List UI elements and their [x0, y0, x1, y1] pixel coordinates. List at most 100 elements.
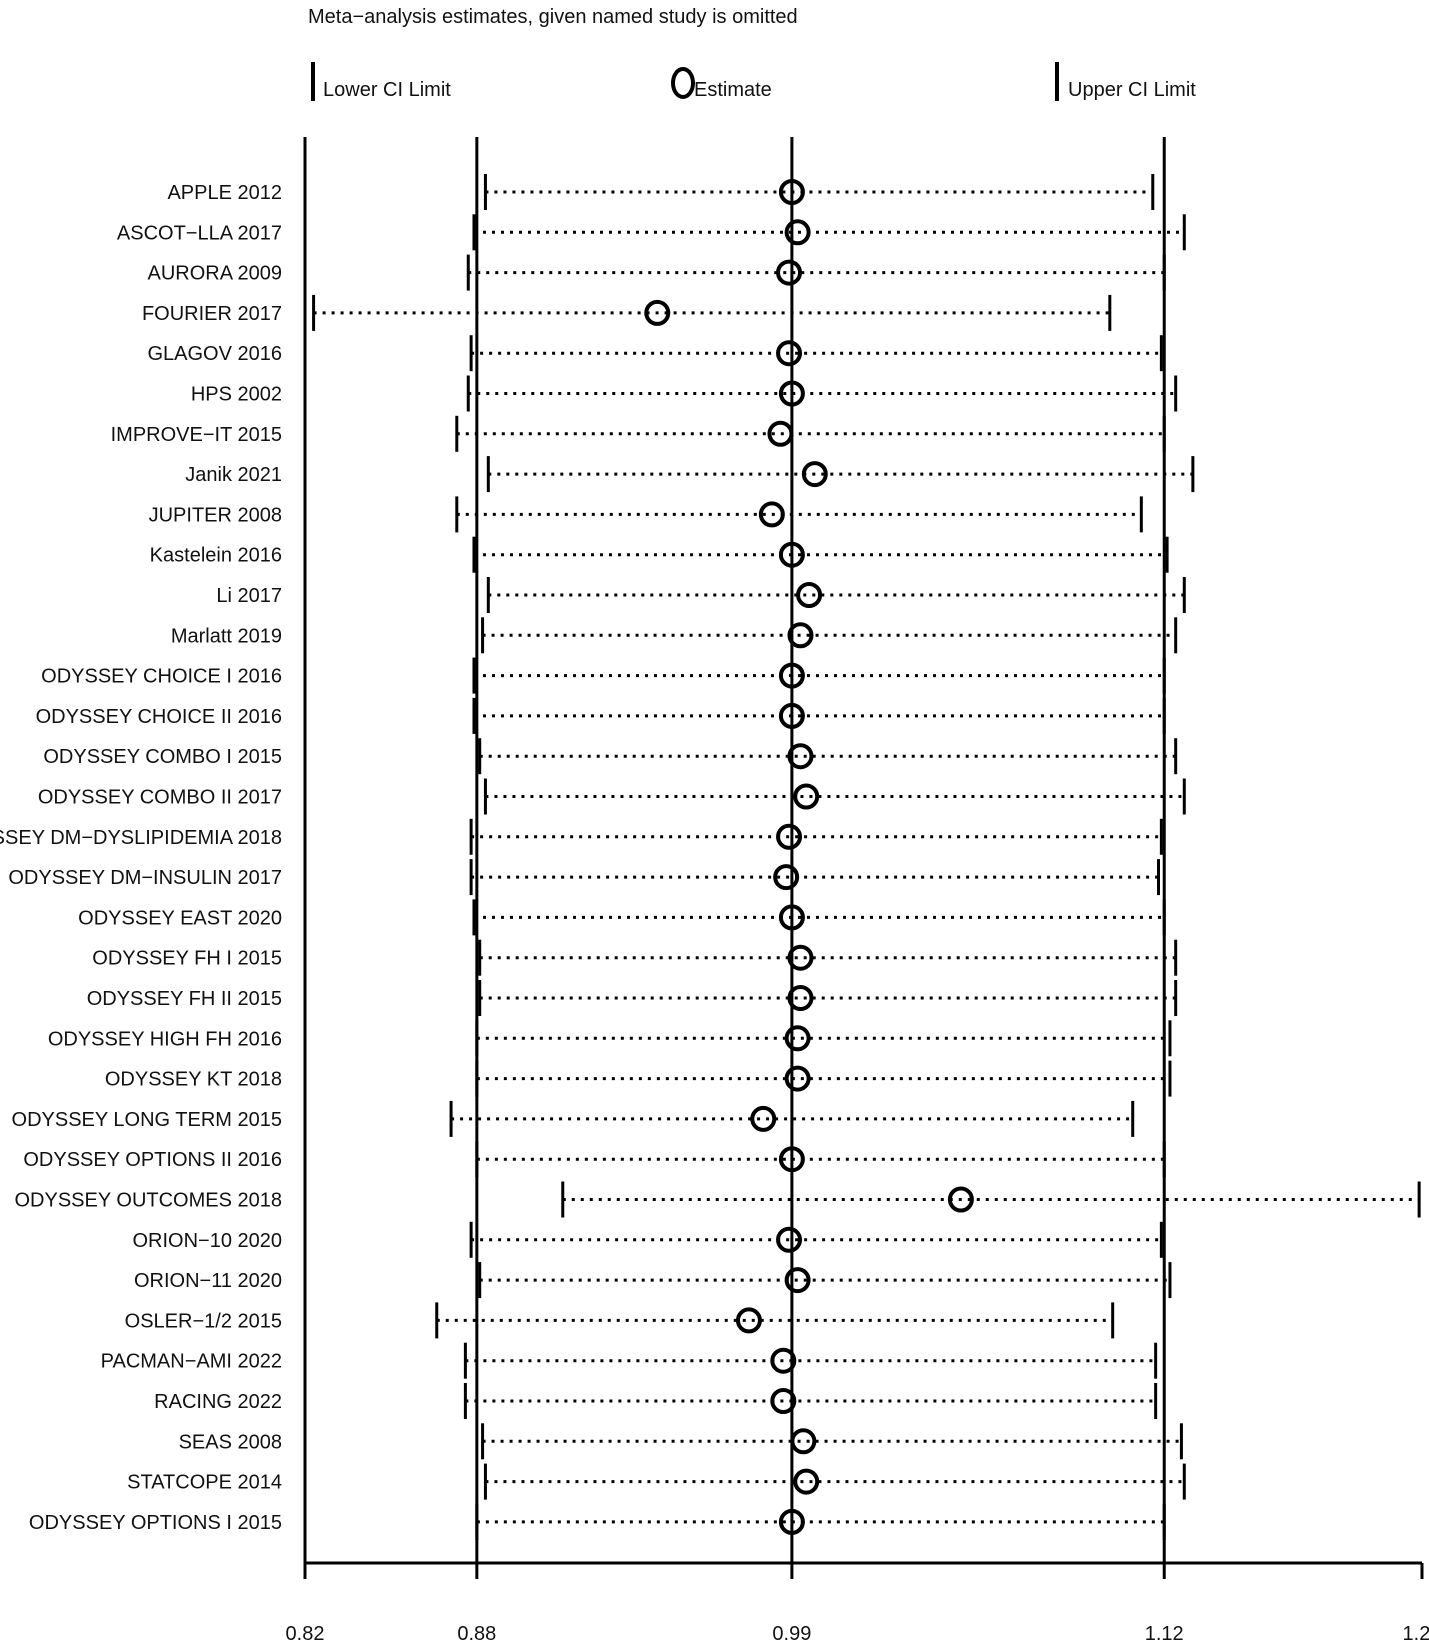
- estimate-point: [796, 582, 823, 608]
- study-label: OSLER−1/2 2015: [125, 1310, 282, 1332]
- estimate-point: [776, 340, 803, 367]
- study-label: ODYSSEY KT 2018: [105, 1069, 282, 1091]
- study-label: ODYSSEY CHOICE I 2016: [41, 666, 282, 688]
- estimate-point: [793, 783, 820, 810]
- estimate-point: [776, 823, 803, 850]
- study-row: ODYSSEY COMBO II 2017: [38, 778, 1186, 815]
- estimate-point: [801, 461, 828, 488]
- estimate-point: [790, 1428, 817, 1455]
- estimate-point: [750, 1105, 777, 1132]
- study-label: Janik 2021: [185, 464, 282, 486]
- plot-area: APPLE 2012 ASCOT−LLA 2017 AURORA 2009 FOURI…: [0, 137, 1429, 1645]
- study-label: ODYSSEY LONG TERM 2015: [12, 1109, 282, 1131]
- estimate-point: [644, 299, 671, 326]
- x-tick-label: 0.88: [457, 1623, 496, 1645]
- estimate-point: [778, 662, 805, 689]
- estimate-point: [778, 179, 805, 205]
- study-label: Marlatt 2019: [171, 625, 282, 647]
- x-tick-label: 1.12: [1145, 1623, 1184, 1645]
- study-row: IMPROVE−IT 2015: [111, 415, 1166, 452]
- study-row: PACMAN−AMI 2022: [101, 1342, 1158, 1379]
- study-row: SEAS 2008: [179, 1423, 1183, 1460]
- estimate-point: [767, 420, 794, 447]
- study-row: JUPITER 2008: [149, 496, 1143, 533]
- estimate-point: [770, 1347, 797, 1374]
- study-row: Kastelein 2016: [150, 536, 1169, 573]
- study-row: RACING 2022: [154, 1383, 1158, 1419]
- estimate-point: [784, 1065, 811, 1092]
- study-label: ODYSSEY EAST 2020: [78, 907, 282, 929]
- study-row: ODYSSEY CHOICE II 2016: [36, 697, 1166, 734]
- study-label: ODYSSEY DM−INSULIN 2017: [8, 867, 282, 889]
- estimate-point: [778, 380, 805, 407]
- study-label: ODYSSEY COMBO II 2017: [38, 787, 282, 809]
- study-row: ODYSSEY OUTCOMES 2018: [15, 1181, 1421, 1218]
- study-label: ASCOT−LLA 2017: [117, 222, 282, 244]
- study-row: AURORA 2009: [147, 254, 1166, 291]
- x-tick-label: 1.21: [1403, 1623, 1429, 1645]
- study-label: APPLE 2012: [167, 182, 282, 204]
- study-rows: APPLE 2012 ASCOT−LLA 2017 AURORA 2009 FOURI…: [0, 174, 1421, 1540]
- estimate-point: [773, 864, 800, 891]
- study-row: ODYSSEY HIGH FH 2016: [48, 1020, 1172, 1057]
- chart-title: Meta−analysis estimates, given named stu…: [308, 6, 798, 28]
- study-row: ODYSSEY DM−INSULIN 2017: [8, 859, 1161, 896]
- estimate-point: [778, 1508, 805, 1535]
- study-row: ODYSSEY FH II 2015: [87, 980, 1178, 1016]
- study-label: AURORA 2009: [147, 263, 282, 285]
- study-label: ORION−10 2020: [132, 1230, 282, 1252]
- study-row: ASCOT−LLA 2017: [117, 214, 1186, 251]
- study-label: ODYSSEY COMBO I 2015: [43, 746, 282, 768]
- study-label: ODYSSEY HIGH FH 2016: [48, 1028, 282, 1050]
- study-row: Janik 2021: [185, 456, 1195, 493]
- study-row: ORION−10 2020: [132, 1221, 1163, 1258]
- estimate-point: [787, 743, 814, 770]
- study-label: JUPITER 2008: [149, 504, 282, 526]
- legend-upper-label: Upper CI Limit: [1068, 79, 1196, 101]
- estimate-point: [770, 1388, 797, 1414]
- estimate-point: [784, 1025, 811, 1052]
- study-row: Li 2017: [216, 577, 1186, 613]
- study-row: HPS 2002: [191, 375, 1178, 412]
- study-label: Li 2017: [216, 585, 282, 607]
- study-label: SEAS 2008: [179, 1431, 282, 1453]
- study-row: Marlatt 2019: [171, 617, 1178, 654]
- estimate-point: [735, 1307, 762, 1334]
- estimate-point: [787, 985, 814, 1011]
- legend-estimate-marker: [671, 67, 695, 99]
- study-row: STATCOPE 2014: [127, 1463, 1186, 1500]
- x-tick-label: 0.82: [286, 1623, 325, 1645]
- study-label: RACING 2022: [154, 1391, 282, 1413]
- study-label: ODYSSEY OPTIONS I 2015: [29, 1512, 282, 1534]
- study-label: STATCOPE 2014: [127, 1472, 282, 1494]
- estimate-point: [758, 501, 785, 528]
- study-row: OSLER−1/2 2015: [125, 1302, 1115, 1339]
- estimate-point: [778, 541, 805, 568]
- x-axis-ticks: 0.82 0.88 0.99 1.12 1.21: [286, 1563, 1429, 1645]
- study-label: FOURIER 2017: [142, 303, 282, 325]
- study-label: ORION−11 2020: [134, 1270, 282, 1292]
- estimate-point: [947, 1186, 974, 1213]
- study-label: PACMAN−AMI 2022: [101, 1351, 282, 1373]
- study-row: ODYSSEY OPTIONS II 2016: [23, 1141, 1166, 1178]
- study-row: ODYSSEY FH I 2015: [92, 939, 1178, 976]
- estimate-point: [778, 1146, 805, 1173]
- study-row: ODYSSEY DM−DYSLIPIDEMIA 2018: [0, 818, 1163, 855]
- study-row: ODYSSEY KT 2018: [105, 1060, 1172, 1097]
- legend-estimate-label: Estimate: [694, 79, 772, 101]
- estimate-point: [776, 1226, 803, 1253]
- study-label: ODYSSEY OPTIONS II 2016: [23, 1149, 282, 1171]
- study-row: ODYSSEY CHOICE I 2016: [41, 657, 1166, 694]
- study-row: GLAGOV 2016: [147, 335, 1163, 372]
- study-row: APPLE 2012: [167, 174, 1155, 210]
- legend: Lower CI Limit Estimate Upper CI Limit: [311, 62, 1196, 101]
- x-tick-label: 0.99: [772, 1623, 811, 1645]
- study-label: IMPROVE−IT 2015: [111, 424, 282, 446]
- study-label: Kastelein 2016: [150, 545, 282, 567]
- study-label: ODYSSEY CHOICE II 2016: [36, 706, 282, 728]
- study-label: GLAGOV 2016: [147, 343, 282, 365]
- legend-lower-label: Lower CI Limit: [323, 79, 451, 101]
- study-row: ODYSSEY COMBO I 2015: [43, 738, 1178, 775]
- study-label: ODYSSEY FH I 2015: [92, 948, 282, 970]
